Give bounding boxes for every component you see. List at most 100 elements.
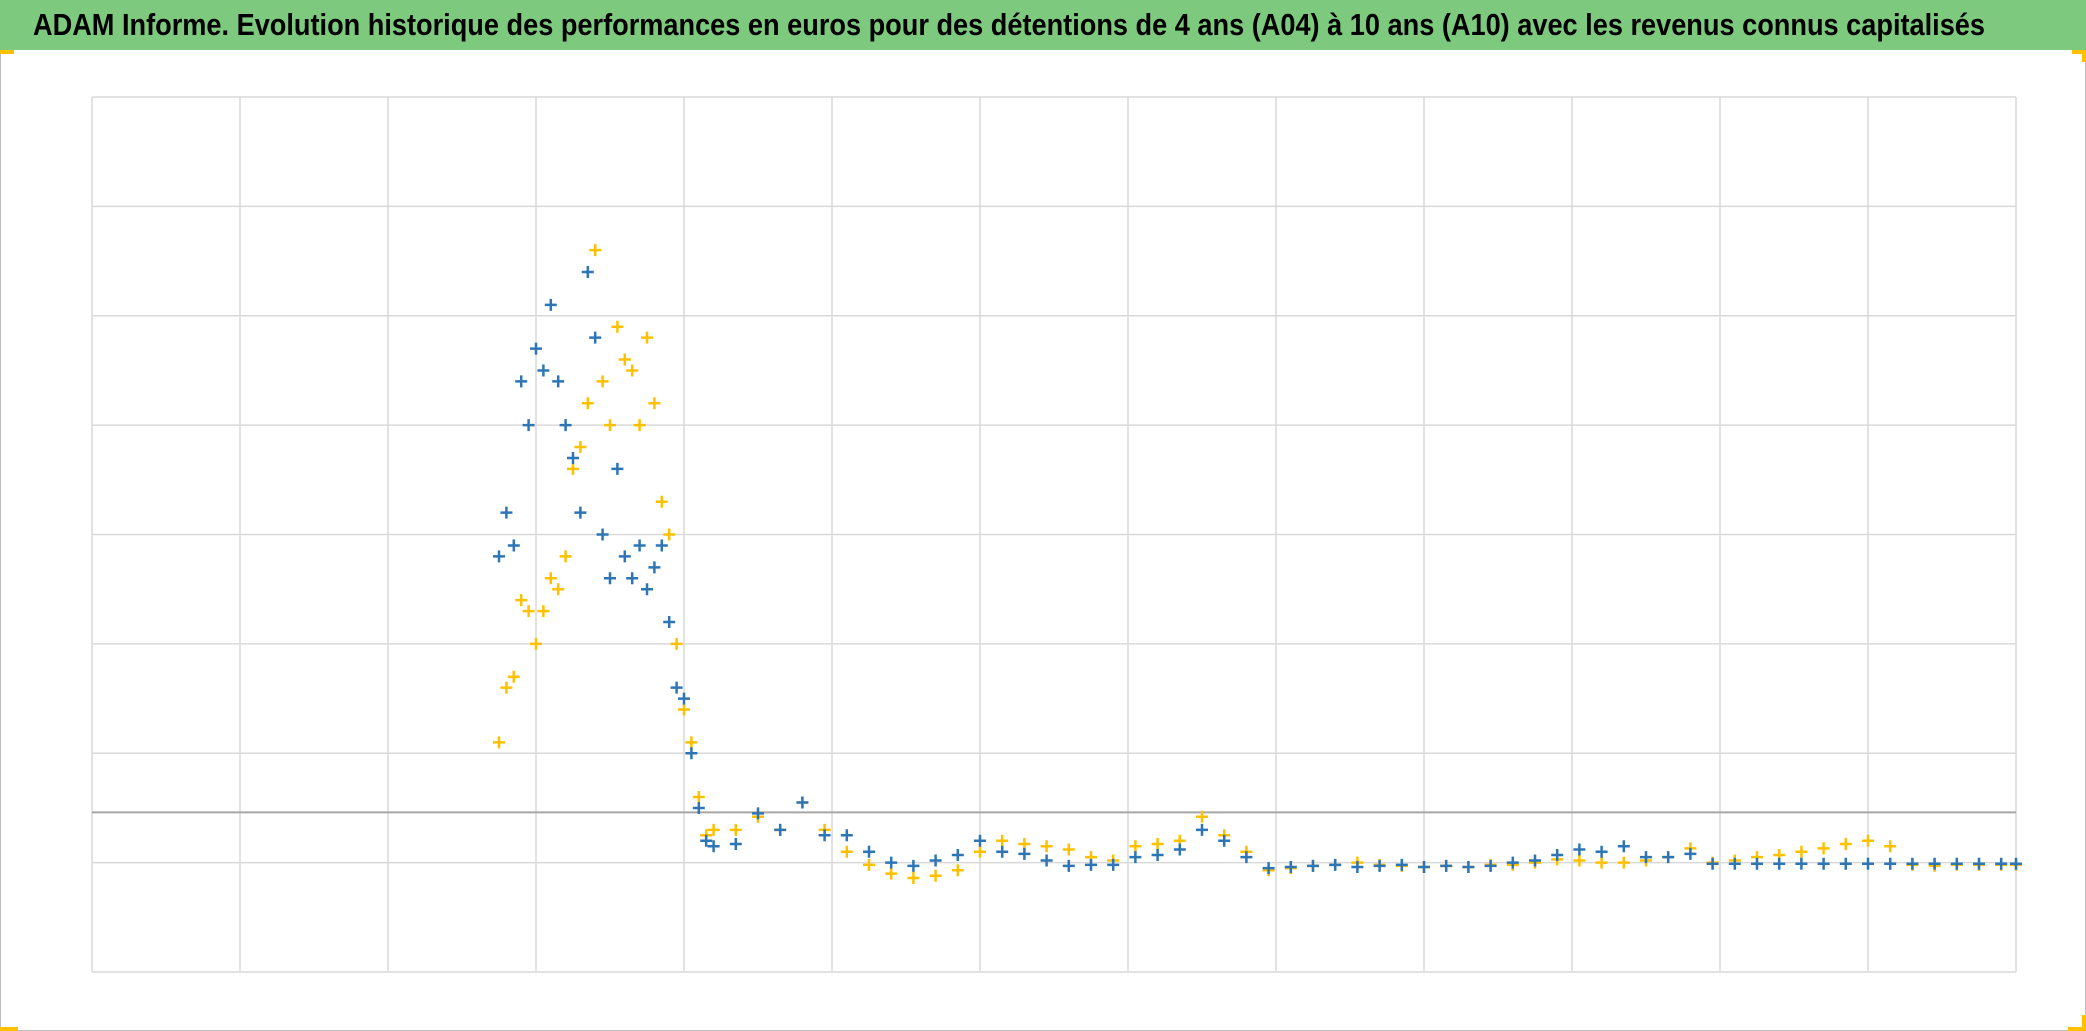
point [974,834,986,847]
point [1040,854,1053,867]
point [574,506,587,519]
point [559,550,572,563]
point [500,506,513,519]
point [840,845,853,858]
point [1062,843,1075,856]
point [559,419,572,432]
point [670,681,683,694]
point [537,605,550,618]
point [1839,838,1852,851]
point [552,583,565,596]
point [618,353,631,366]
point [907,871,920,884]
point [515,375,528,388]
point [707,840,720,853]
point [996,845,1009,858]
point [1085,858,1097,871]
point [1751,857,1763,870]
point [840,829,853,842]
point [1151,838,1164,851]
point [626,572,639,585]
point [1329,858,1342,871]
point [951,848,964,861]
point [1862,857,1874,870]
point [1884,857,1897,870]
chart-title: ADAM Informe. Evolution historique des p… [33,7,1985,42]
point [1817,857,1830,870]
point [863,858,875,871]
point [1018,847,1031,860]
point [1684,847,1697,860]
point [1484,859,1497,872]
point [544,298,557,311]
point [1351,861,1364,873]
point [530,637,542,650]
point [604,419,616,432]
point [1573,843,1586,856]
point [1173,843,1186,856]
point [1973,857,1985,870]
point [581,266,594,278]
point [1551,848,1564,861]
point [633,539,646,552]
point [641,331,653,344]
point [707,823,720,836]
point [596,528,609,541]
point [1418,861,1430,873]
point [500,681,513,694]
point [729,823,742,836]
point [1284,861,1297,873]
point [1129,840,1142,853]
point [544,572,557,585]
point [530,342,542,355]
point [2010,857,2022,870]
point [1662,851,1675,864]
point [1595,856,1608,869]
point [729,838,742,851]
point [1795,857,1808,870]
point [929,869,942,882]
point [1440,859,1453,872]
point [1950,857,1963,870]
point [885,856,898,869]
point [1062,859,1075,872]
point [574,441,587,453]
point [1506,856,1519,869]
point [1196,810,1208,823]
point [818,829,831,842]
point [951,864,964,877]
point [626,364,639,377]
point [589,331,602,344]
point [678,703,690,716]
point [1862,834,1874,847]
point [1573,854,1586,867]
point [537,364,550,377]
point [1795,845,1808,858]
point [692,791,705,803]
point [1151,848,1164,861]
point [522,605,535,618]
point [1529,854,1541,867]
point [663,528,676,541]
point [611,462,624,475]
point [1884,840,1897,853]
point [567,451,579,464]
point [618,550,631,563]
point [796,796,809,809]
point [929,854,942,867]
point [1107,858,1120,871]
point [589,244,602,257]
point [515,594,528,607]
point [648,561,661,574]
point [604,572,616,585]
point [863,845,875,858]
point [552,375,565,388]
point [648,397,661,410]
point [1307,859,1319,872]
point [1706,857,1719,870]
point [1595,845,1608,858]
point [1640,851,1652,864]
point [670,637,683,650]
point [1995,857,2008,870]
point [1129,851,1142,864]
